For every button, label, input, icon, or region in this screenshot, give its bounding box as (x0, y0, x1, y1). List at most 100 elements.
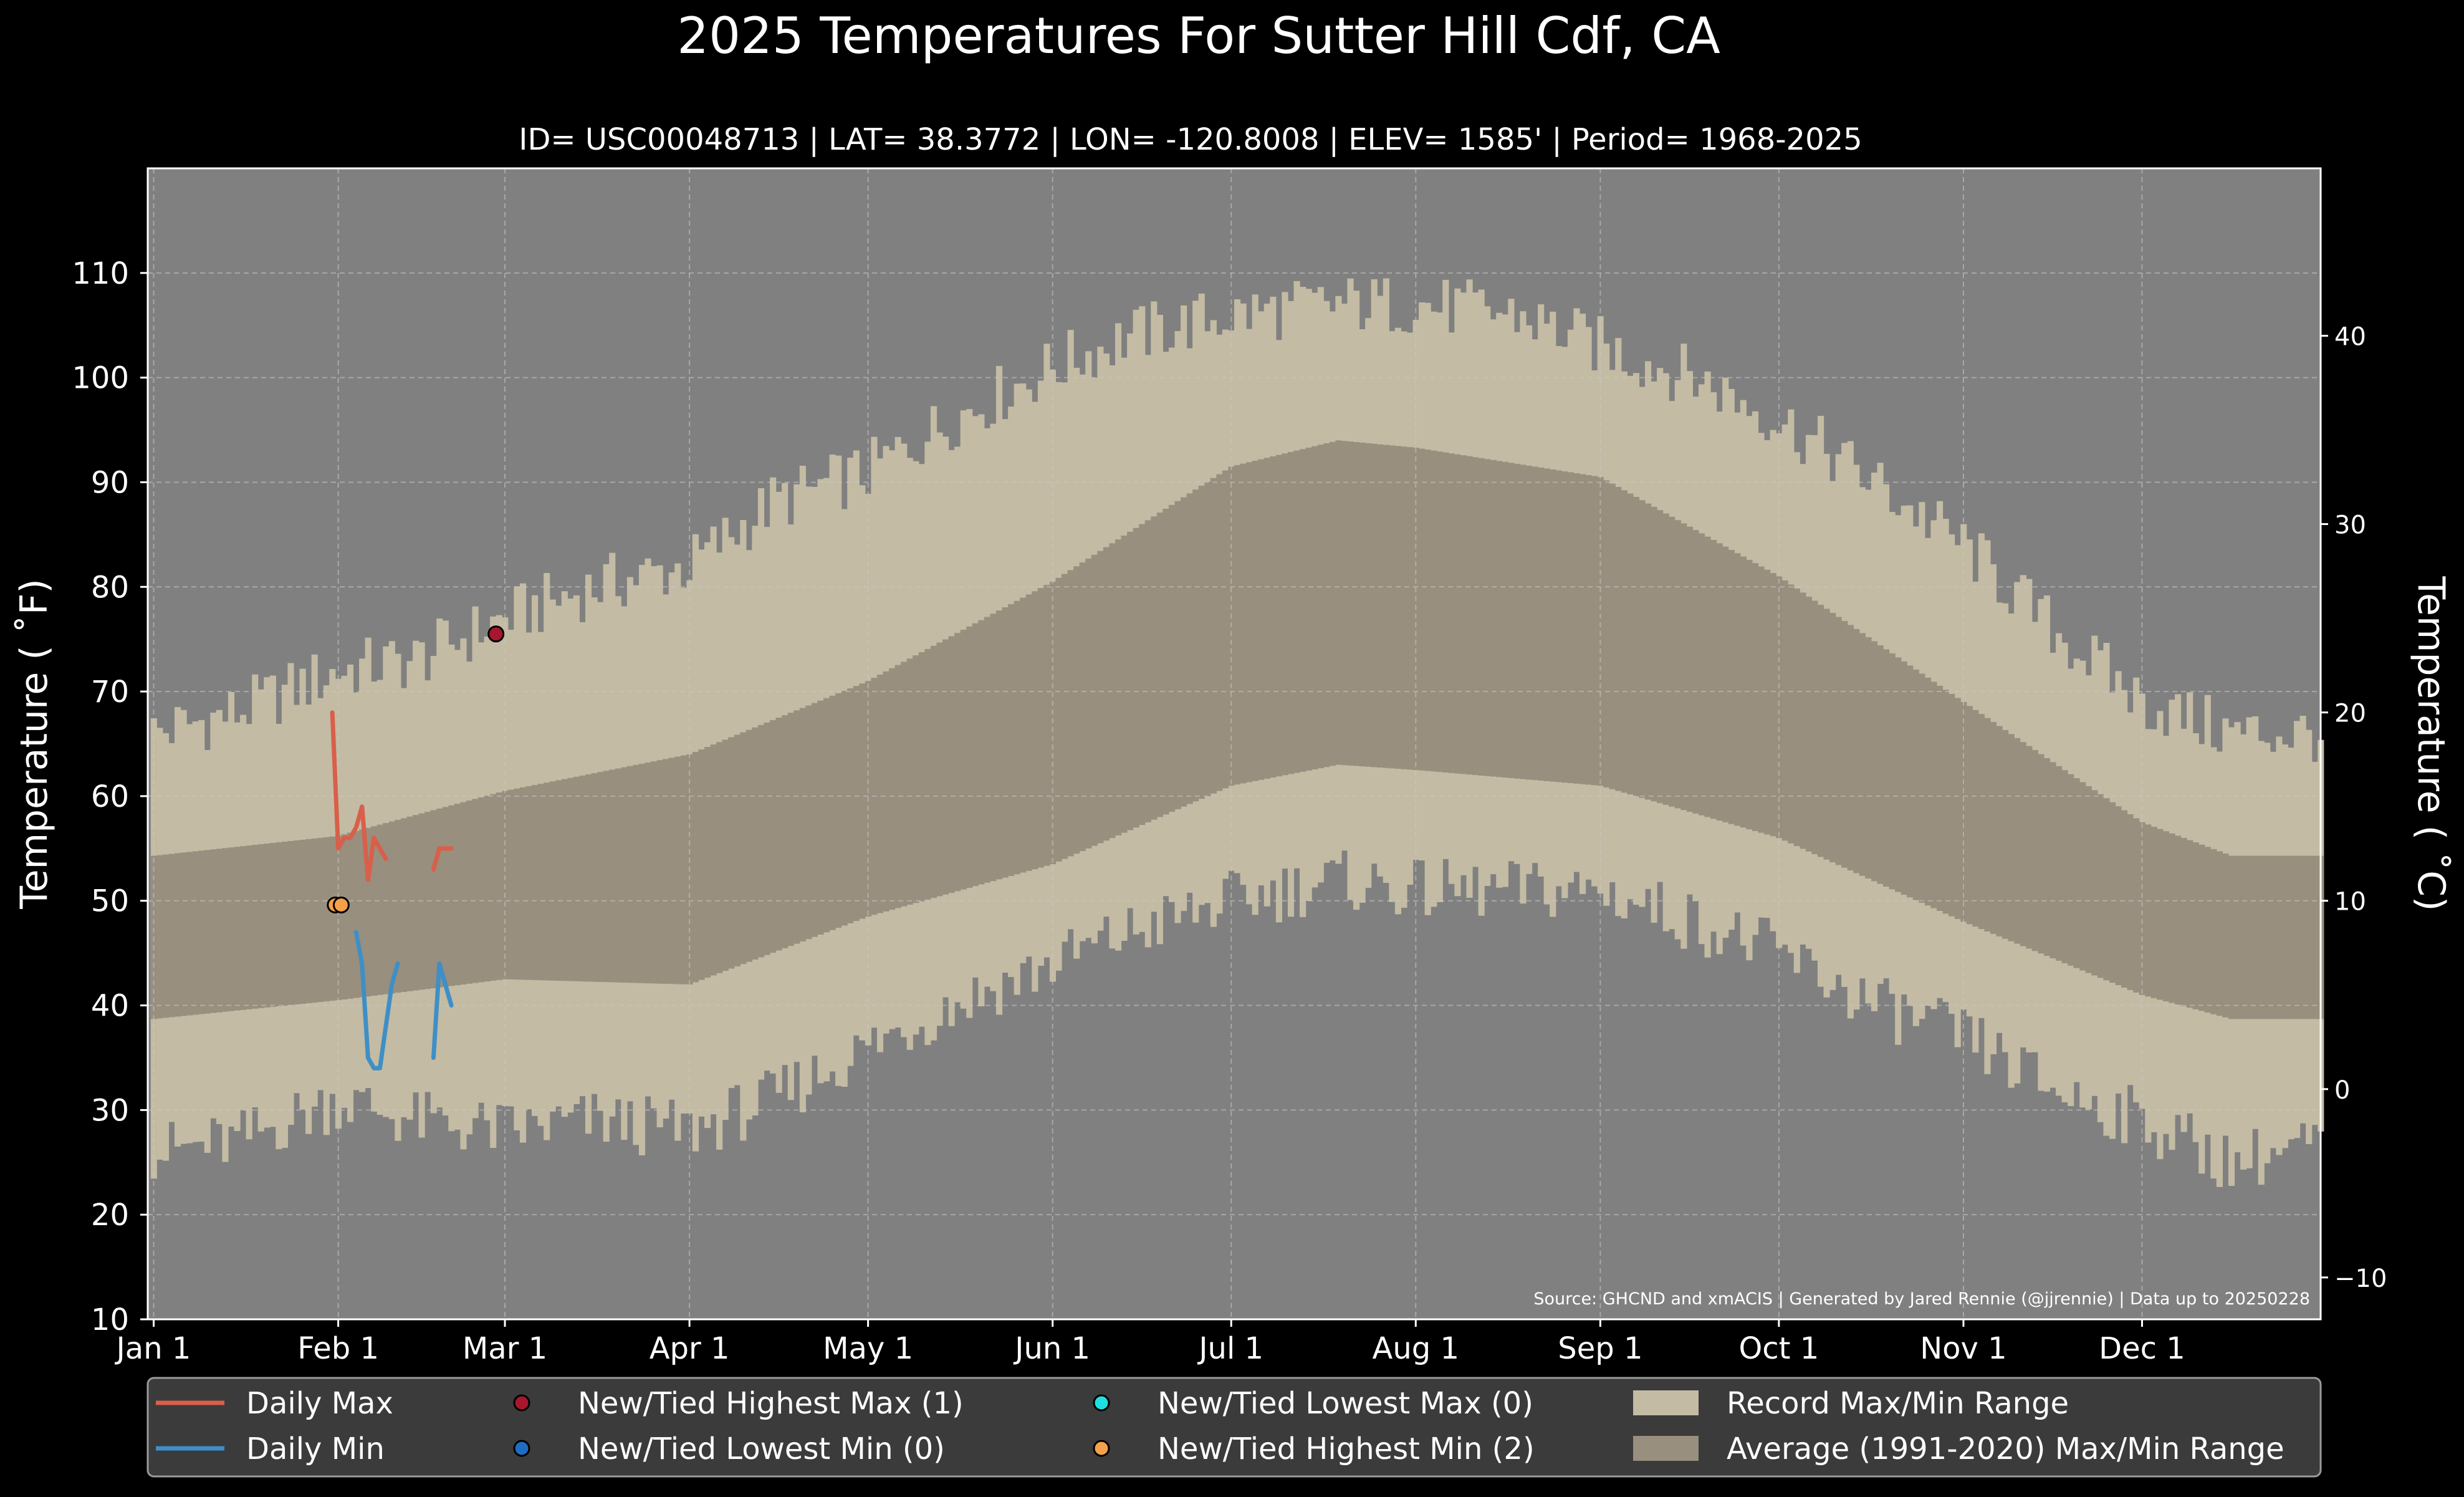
normal-range-bar (460, 802, 467, 984)
normal-range-bar (210, 849, 217, 1013)
normal-range-bar (1859, 633, 1866, 876)
x-tick-label: Oct 1 (1738, 1331, 1819, 1366)
normal-range-bar (1996, 726, 2003, 936)
normal-range-bar (293, 840, 300, 1004)
normal-range-bar (1287, 451, 1295, 774)
x-tick-label: Jul 1 (1197, 1331, 1263, 1366)
normal-range-bar (276, 842, 282, 1006)
y-right-tick-label: 10 (2334, 888, 2366, 917)
normal-range-bar (1401, 446, 1407, 769)
normal-range-bar (269, 842, 276, 1007)
x-tick-label: Sep 1 (1558, 1331, 1642, 1366)
legend-label: New/Tied Highest Min (2) (1158, 1432, 1535, 1466)
normal-range-bar (1686, 526, 1694, 812)
normal-range-bar (448, 805, 455, 986)
normal-range-bar (376, 824, 383, 995)
normal-range-bar (1198, 486, 1205, 799)
normal-range-bar (162, 854, 170, 1018)
normal-range-bar (2145, 824, 2152, 997)
normal-range-bar (2055, 766, 2063, 961)
normal-range-bar (1585, 475, 1592, 785)
normal-range-bar (1698, 533, 1705, 816)
y-tick-label: 80 (91, 570, 129, 605)
x-tick-label: Apr 1 (650, 1331, 730, 1366)
normal-range-bar (1990, 722, 1997, 934)
normal-range-bar (1924, 677, 1932, 906)
normal-range-bar (2288, 855, 2294, 1019)
normal-range-bar (1234, 465, 1241, 785)
normal-range-bar (442, 807, 449, 987)
normal-range-bar (847, 688, 854, 923)
normal-range-bar (246, 845, 252, 1009)
normal-range-bar (1829, 612, 1836, 863)
normal-range-bar (1121, 536, 1128, 833)
normal-range-bar (1632, 496, 1640, 796)
normal-range-bar (1770, 573, 1776, 837)
normal-range-bar (811, 703, 818, 937)
normal-range-bar (990, 614, 997, 882)
normal-range-bar (2311, 855, 2318, 1019)
normal-range-bar (984, 617, 991, 883)
normal-range-bar (555, 780, 562, 981)
normal-range-bar (2299, 855, 2306, 1019)
normal-range-bar (1347, 441, 1354, 766)
normal-range-bar (1793, 588, 1800, 847)
normal-range-bar (1532, 466, 1538, 781)
normal-range-bar (972, 623, 979, 887)
normal-range-bar (1692, 530, 1699, 814)
normal-range-bar (1865, 637, 1872, 878)
legend-label: New/Tied Highest Max (1) (578, 1386, 964, 1421)
normal-range-bar (1484, 459, 1491, 776)
normal-range-bar (603, 771, 610, 983)
normal-range-bar (400, 818, 408, 992)
normal-range-bar (1317, 445, 1324, 769)
normal-range-bar (1043, 585, 1050, 866)
normal-range-bar (2031, 750, 2038, 951)
normal-range-bar (1847, 625, 1854, 871)
normal-range-bar (299, 839, 306, 1004)
normal-range-bar (1644, 503, 1652, 800)
normal-range-bar (1282, 453, 1288, 776)
normal-range-bar (764, 722, 770, 955)
normal-range-bar (365, 827, 372, 997)
normal-range-bar (406, 816, 413, 991)
normal-range-bar (311, 838, 318, 1003)
normal-range-bar (2180, 837, 2187, 1006)
normal-range-bar (1525, 465, 1533, 780)
normal-range-bar (876, 675, 884, 913)
normal-range-bar (1662, 513, 1669, 805)
normal-range-bar (1275, 455, 1283, 777)
normal-range-bar (1103, 547, 1110, 841)
normal-range-bar (1204, 481, 1211, 796)
normal-range-bar (626, 766, 633, 983)
normal-range-bar (2103, 798, 2110, 981)
normal-range-bar (1341, 441, 1348, 766)
normal-range-bar (537, 784, 544, 981)
x-tick-label: Mar 1 (463, 1331, 547, 1366)
normal-range-bar (1293, 450, 1300, 773)
normal-range-bar (2038, 754, 2045, 954)
normal-range-bar (317, 837, 324, 1003)
legend-marker-swatch (513, 1440, 530, 1457)
normal-range-bar (2127, 814, 2134, 990)
normal-range-bar (1972, 710, 1979, 927)
normal-range-bar (1835, 617, 1842, 865)
normal-range-bar (728, 737, 735, 969)
y-axis-label-left: Temperature ( ˚F) (12, 579, 56, 910)
normal-range-bar (2026, 746, 2033, 949)
normal-range-bar (710, 744, 717, 976)
record-marker (487, 625, 505, 643)
normal-range-bar (1883, 649, 1890, 887)
normal-range-bar (1502, 461, 1508, 778)
legend-marker-swatch (1093, 1394, 1110, 1412)
normal-range-bar (2258, 855, 2265, 1019)
normal-range-bar (960, 630, 967, 890)
normal-range-bar (1805, 596, 1813, 852)
x-tick-label: Jan 1 (115, 1331, 191, 1366)
normal-range-bar (1062, 574, 1068, 859)
normal-range-bar (1156, 513, 1163, 817)
normal-range-bar (1454, 454, 1461, 774)
normal-range-bar (264, 844, 271, 1008)
normal-range-bar (2150, 827, 2157, 998)
normal-range-bar (2252, 855, 2259, 1019)
